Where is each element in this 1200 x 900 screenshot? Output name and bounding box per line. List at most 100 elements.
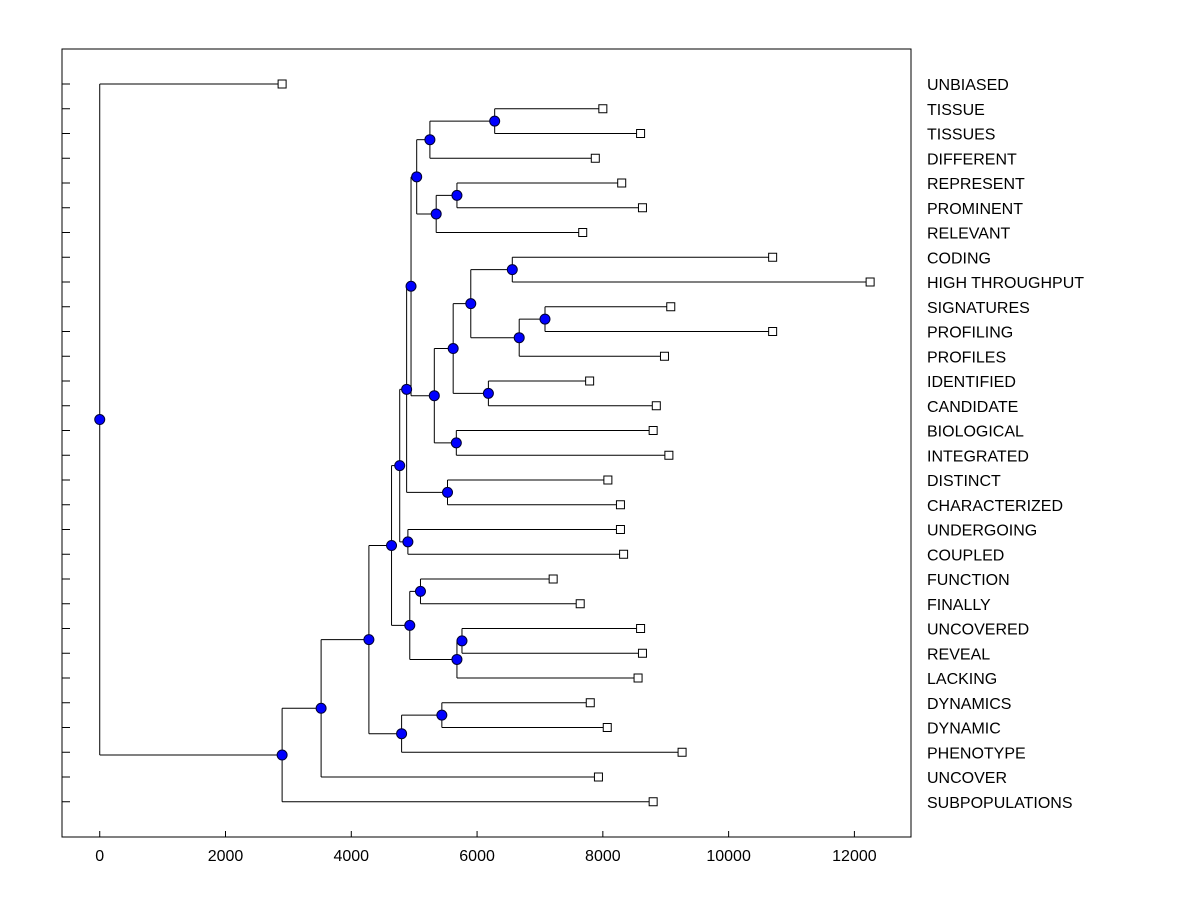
merge-node — [424, 134, 436, 146]
leaf-label: REPRESENT — [927, 176, 1025, 193]
left-tick-marks — [62, 83, 70, 803]
leaf-marker — [615, 500, 625, 510]
leaf-markers — [277, 79, 875, 807]
leaf-marker — [593, 772, 603, 782]
leaf-marker — [575, 599, 585, 609]
merge-node — [405, 280, 417, 292]
leaf-marker — [664, 450, 674, 460]
x-tick-label: 0 — [95, 848, 104, 865]
leaf-marker — [637, 203, 647, 213]
leaf-label: PROFILING — [927, 325, 1013, 342]
merge-node — [430, 208, 442, 220]
leaf-marker — [636, 129, 646, 138]
leaf-label: UNBIASED — [927, 77, 1009, 94]
leaf-label: PROMINENT — [927, 201, 1023, 218]
leaf-label: UNDERGOING — [927, 523, 1037, 540]
merge-node — [456, 635, 468, 647]
leaf-marker — [277, 79, 287, 89]
leaf-label: FUNCTION — [927, 572, 1010, 589]
leaf-marker — [615, 525, 625, 534]
merge-node — [363, 634, 375, 646]
merge-nodes — [94, 115, 551, 761]
leaf-marker — [768, 252, 778, 262]
x-tick-label: 10000 — [706, 848, 751, 865]
leaf-label: INTEGRATED — [927, 448, 1029, 465]
merge-node — [94, 414, 106, 426]
leaf-label: IDENTIFIED — [927, 374, 1016, 391]
merge-node — [436, 709, 448, 721]
merge-node — [401, 383, 413, 395]
leaf-label: CHARACTERIZED — [927, 498, 1063, 515]
merge-node — [411, 171, 423, 183]
x-tick-label: 12000 — [832, 848, 877, 865]
leaf-marker — [659, 351, 669, 361]
leaf-marker — [590, 153, 600, 163]
leaf-marker — [585, 376, 595, 386]
merge-node — [506, 264, 518, 276]
leaf-marker — [598, 104, 608, 114]
merge-node — [442, 486, 454, 498]
merge-node — [451, 653, 463, 665]
x-tick-label: 2000 — [208, 848, 244, 865]
leaf-label: CODING — [927, 250, 991, 267]
leaf-marker — [648, 426, 658, 435]
leaf-label: PHENOTYPE — [927, 745, 1026, 762]
merge-node — [482, 387, 494, 399]
leaf-label: UNCOVER — [927, 770, 1007, 787]
leaf-marker — [603, 475, 613, 485]
leaf-marker — [636, 624, 646, 633]
leaf-marker — [578, 228, 588, 237]
leaf-marker — [637, 648, 647, 658]
leaf-marker — [768, 327, 778, 336]
leaf-label: COUPLED — [927, 547, 1004, 564]
merge-node — [404, 619, 416, 631]
leaf-label: SIGNATURES — [927, 300, 1030, 317]
x-axis: 0 2000 4000 6000 8000 10000 12000 — [95, 831, 877, 865]
leaf-label: HIGH THROUGHPUT — [927, 275, 1084, 292]
leaf-label: TISSUE — [927, 102, 985, 119]
leaf-marker — [648, 797, 658, 807]
leaf-marker — [585, 698, 595, 708]
leaf-marker — [865, 277, 875, 287]
leaf-label: UNCOVERED — [927, 622, 1029, 639]
leaf-label: DISTINCT — [927, 473, 1001, 490]
leaf-marker — [617, 178, 627, 188]
merge-node — [465, 298, 477, 310]
leaf-label: DIFFERENT — [927, 151, 1017, 168]
merge-node — [386, 540, 398, 552]
leaf-label: SUBPOPULATIONS — [927, 795, 1073, 812]
leaf-label: REVEAL — [927, 646, 990, 663]
leaf-label: LACKING — [927, 671, 997, 688]
leaf-marker — [548, 574, 558, 584]
leaf-label: DYNAMIC — [927, 721, 1001, 738]
leaf-label: CANDIDATE — [927, 399, 1018, 416]
leaf-marker — [666, 302, 676, 312]
leaf-marker — [633, 673, 643, 683]
leaf-label: FINALLY — [927, 597, 991, 614]
merge-node — [489, 115, 501, 127]
merge-node — [450, 437, 462, 449]
leaf-label: PROFILES — [927, 349, 1006, 366]
merge-node — [414, 585, 426, 597]
merge-node — [428, 390, 440, 402]
merge-node — [513, 332, 525, 344]
leaf-marker — [677, 747, 687, 757]
leaf-label: TISSUES — [927, 127, 995, 144]
merge-node — [539, 313, 551, 325]
leaf-labels: UNBIASED TISSUE TISSUES DIFFERENT REPRESENT P… — [927, 77, 1084, 812]
dendrogram-links — [99, 83, 871, 803]
merge-node — [447, 343, 459, 355]
x-tick-label: 4000 — [333, 848, 369, 865]
leaf-label: DYNAMICS — [927, 696, 1011, 713]
x-tick-label: 8000 — [585, 848, 621, 865]
leaf-marker — [651, 401, 661, 411]
merge-node — [276, 749, 288, 761]
leaf-label: RELEVANT — [927, 226, 1011, 243]
leaf-label: BIOLOGICAL — [927, 424, 1024, 441]
merge-node — [315, 702, 327, 714]
merge-node — [394, 460, 406, 472]
merge-node — [402, 536, 414, 548]
merge-node — [451, 189, 463, 201]
merge-node — [396, 728, 408, 740]
